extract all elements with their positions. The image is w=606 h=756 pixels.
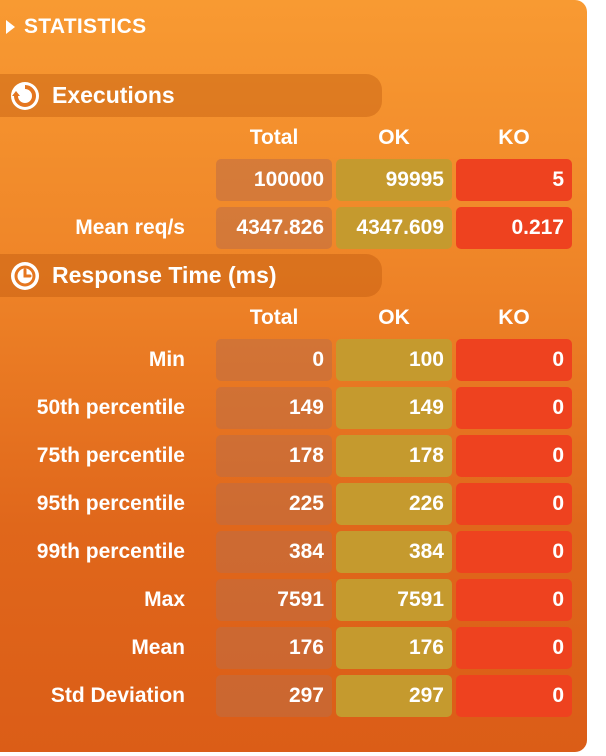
row-label: Min	[148, 348, 185, 371]
executions-count-ko: 5	[456, 159, 572, 201]
response-time-section-header: Response Time (ms)	[0, 254, 382, 297]
executions-section-header: Executions	[0, 74, 382, 117]
table-cell-ko: 0	[456, 675, 572, 717]
table-cell-ok: 149	[336, 387, 452, 429]
row-label: 75th percentile	[36, 444, 185, 467]
table-cell-ok: 297	[336, 675, 452, 717]
table-cell-ok: 7591	[336, 579, 452, 621]
table-cell-ko: 0	[456, 579, 572, 621]
table-cell-ko: 0	[456, 339, 572, 381]
table-cell-total: 178	[216, 435, 332, 477]
table-cell-total: 225	[216, 483, 332, 525]
table-cell-total: 7591	[216, 579, 332, 621]
table-cell-total: 384	[216, 531, 332, 573]
statistics-title: STATISTICS	[24, 15, 147, 38]
table-cell-ok: 226	[336, 483, 452, 525]
executions-count-total: 100000	[216, 159, 332, 201]
table-cell-ok: 176	[336, 627, 452, 669]
response-col-ko: KO	[498, 306, 530, 329]
response-time-title: Response Time (ms)	[52, 262, 277, 288]
response-col-ok: OK	[378, 306, 410, 329]
executions-title: Executions	[52, 82, 175, 108]
statistics-panel: STATISTICS Executions Total OK KO 100000…	[0, 0, 587, 752]
executions-col-ok: OK	[378, 126, 410, 149]
executions-count-ok: 99995	[336, 159, 452, 201]
row-label: Max	[144, 588, 185, 611]
mean-req-ok: 4347.609	[336, 207, 452, 249]
table-cell-total: 176	[216, 627, 332, 669]
row-label: 99th percentile	[36, 540, 185, 563]
response-col-total: Total	[249, 306, 299, 329]
table-cell-ko: 0	[456, 435, 572, 477]
play-triangle-icon	[6, 20, 15, 34]
row-label: Mean req/s	[75, 216, 185, 239]
statistics-header[interactable]: STATISTICS	[6, 14, 146, 40]
table-cell-ok: 178	[336, 435, 452, 477]
clock-icon	[10, 261, 40, 291]
row-label: 50th percentile	[36, 396, 185, 419]
table-cell-ko: 0	[456, 483, 572, 525]
table-cell-ok: 100	[336, 339, 452, 381]
row-label: Std Deviation	[50, 684, 185, 707]
executions-col-total: Total	[249, 126, 299, 149]
table-cell-ko: 0	[456, 387, 572, 429]
row-label: 95th percentile	[36, 492, 185, 515]
refresh-icon	[10, 81, 40, 111]
mean-req-ko: 0.217	[456, 207, 572, 249]
executions-col-ko: KO	[498, 126, 530, 149]
table-cell-ok: 384	[336, 531, 452, 573]
table-cell-total: 297	[216, 675, 332, 717]
mean-req-total: 4347.826	[216, 207, 332, 249]
row-label: Mean	[131, 636, 185, 659]
table-cell-total: 0	[216, 339, 332, 381]
table-cell-ko: 0	[456, 627, 572, 669]
table-cell-total: 149	[216, 387, 332, 429]
table-cell-ko: 0	[456, 531, 572, 573]
